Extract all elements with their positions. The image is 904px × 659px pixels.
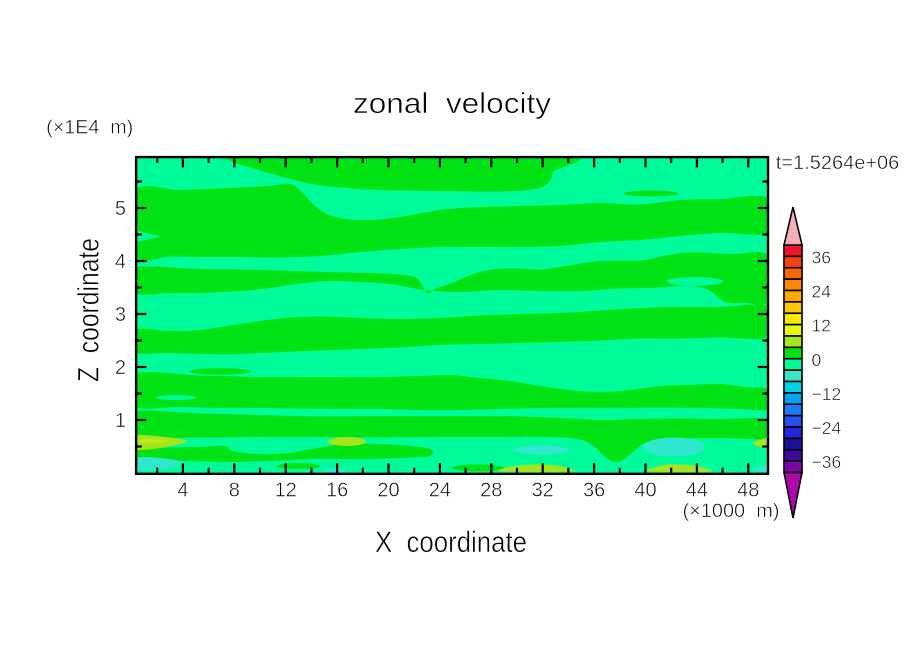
svg-text:32: 32 bbox=[532, 480, 554, 502]
svg-text:8: 8 bbox=[229, 480, 240, 502]
svg-text:36: 36 bbox=[583, 480, 605, 502]
svg-text:t=1.5264e+06: t=1.5264e+06 bbox=[776, 153, 900, 174]
svg-text:24: 24 bbox=[429, 480, 451, 502]
svg-text:2: 2 bbox=[115, 357, 126, 379]
svg-text:Z coordinate: Z coordinate bbox=[73, 238, 106, 382]
svg-text:(×1000 m): (×1000 m) bbox=[683, 500, 780, 522]
svg-text:X coordinate: X coordinate bbox=[375, 526, 527, 559]
svg-text:4: 4 bbox=[115, 251, 126, 273]
svg-text:−36: −36 bbox=[812, 452, 842, 472]
svg-text:3: 3 bbox=[115, 304, 126, 326]
svg-text:36: 36 bbox=[812, 247, 831, 267]
svg-text:(×1E4 m): (×1E4 m) bbox=[46, 117, 133, 139]
svg-text:−12: −12 bbox=[812, 384, 842, 404]
svg-text:24: 24 bbox=[812, 282, 832, 302]
svg-text:44: 44 bbox=[686, 480, 708, 502]
svg-text:28: 28 bbox=[480, 480, 502, 502]
svg-text:4: 4 bbox=[177, 480, 188, 502]
svg-text:zonal velocity: zonal velocity bbox=[353, 88, 552, 120]
svg-text:40: 40 bbox=[634, 480, 656, 502]
svg-text:−24: −24 bbox=[812, 418, 842, 438]
svg-text:0: 0 bbox=[812, 350, 822, 370]
svg-text:5: 5 bbox=[115, 198, 126, 220]
svg-text:16: 16 bbox=[326, 480, 348, 502]
svg-text:12: 12 bbox=[275, 480, 297, 502]
svg-text:1: 1 bbox=[115, 410, 126, 432]
svg-text:48: 48 bbox=[737, 480, 759, 502]
svg-text:12: 12 bbox=[812, 316, 831, 336]
svg-text:20: 20 bbox=[377, 480, 399, 502]
